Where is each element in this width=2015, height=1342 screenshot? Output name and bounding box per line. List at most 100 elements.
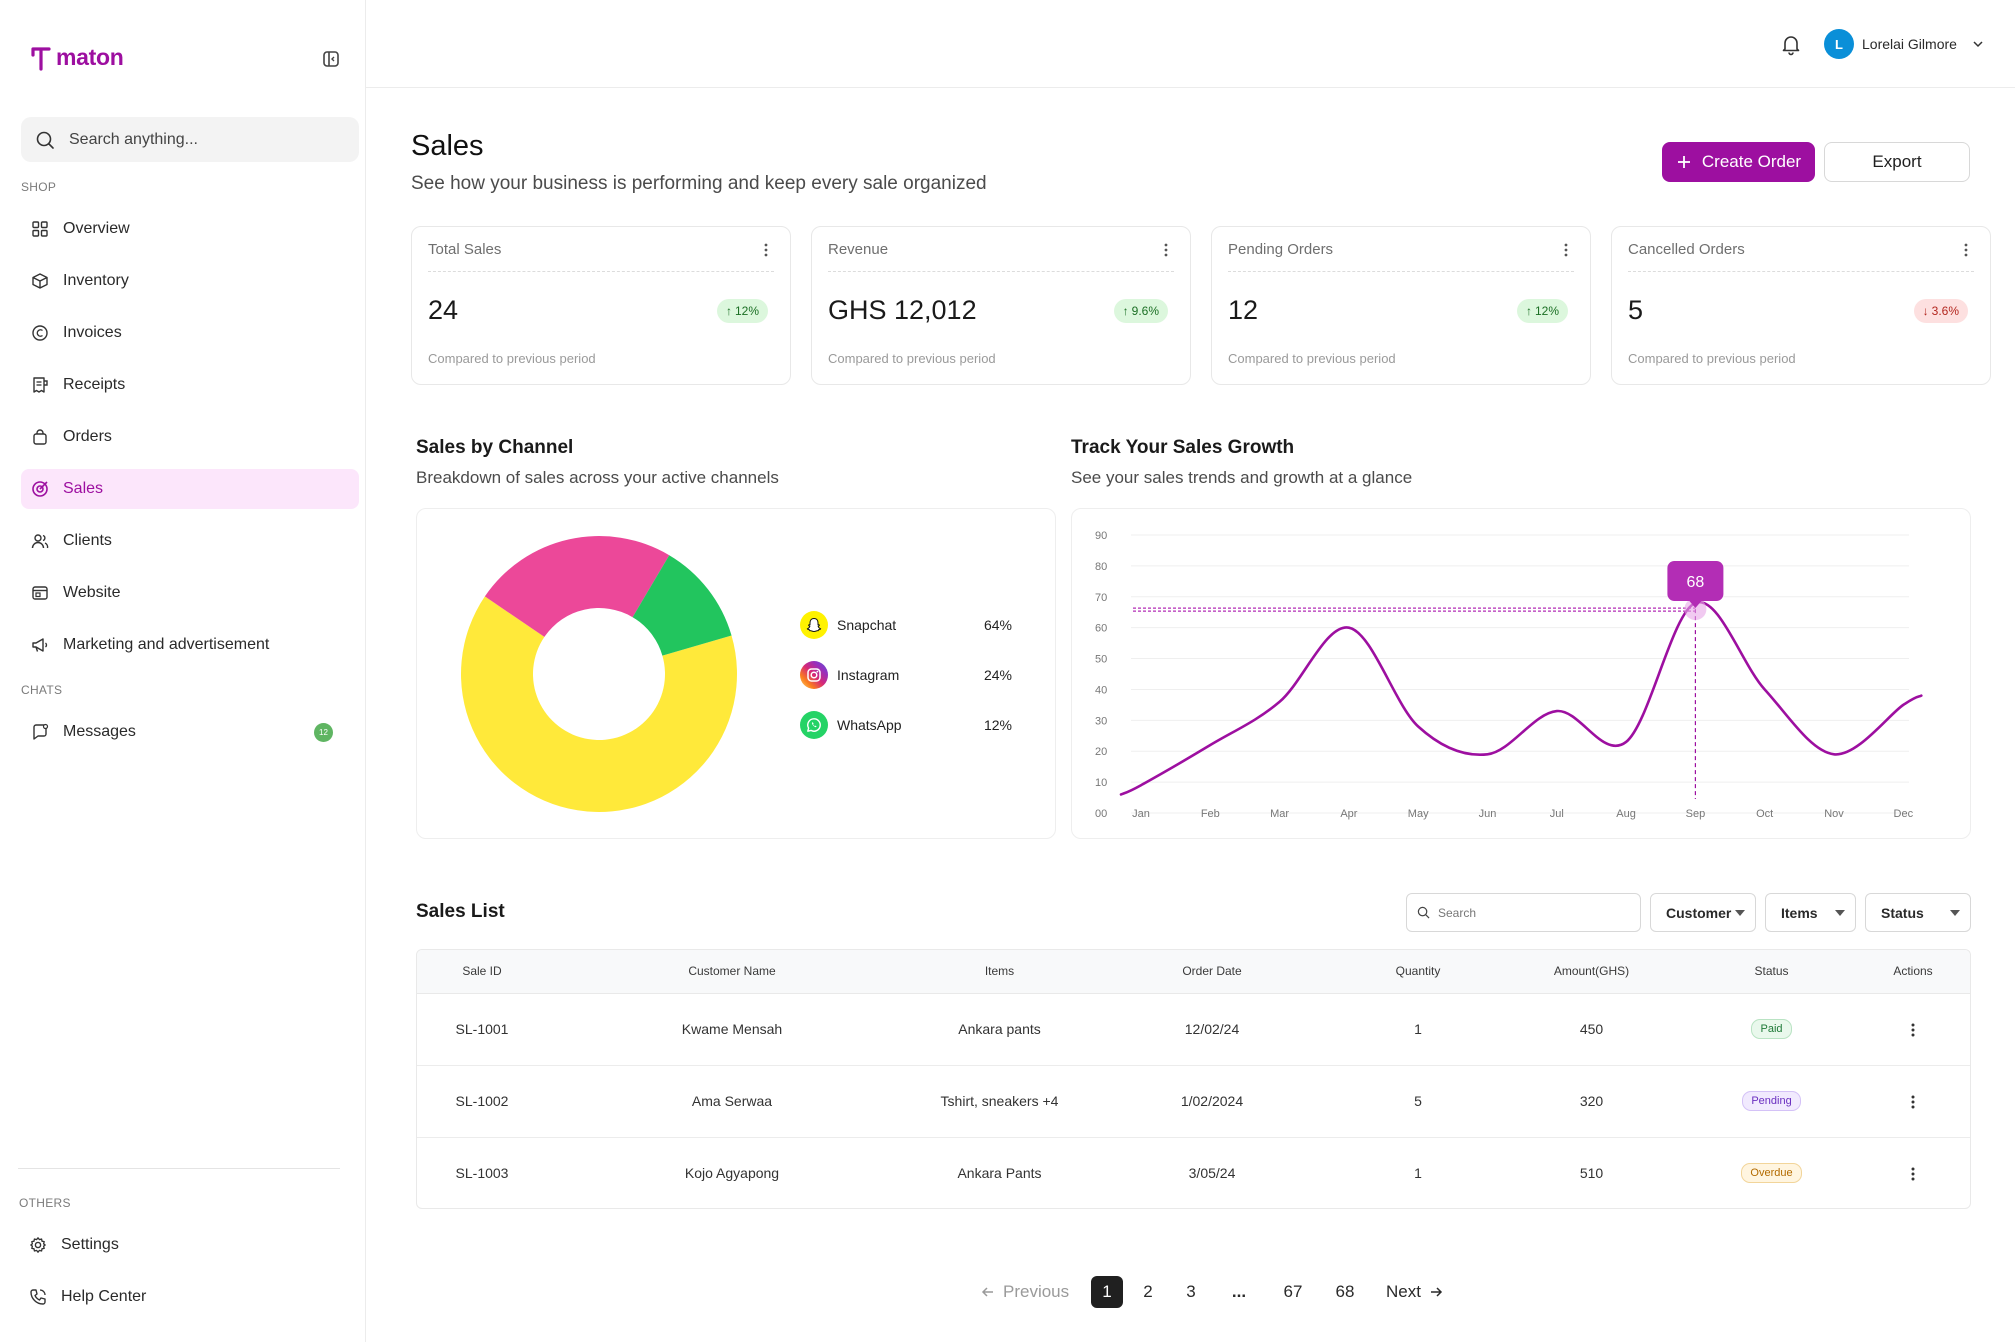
stat-note: Compared to previous period xyxy=(828,351,996,366)
stat-change-value: 12% xyxy=(1534,304,1559,318)
legend-item-instagram: Instagram 24% xyxy=(800,660,1012,690)
legend-percent: 12% xyxy=(983,717,1012,733)
donut-slice-snapchat[interactable] xyxy=(461,596,737,812)
sidebar-item-messages[interactable]: Messages 12 xyxy=(21,712,359,752)
sidebar-item-settings[interactable]: Settings xyxy=(19,1225,357,1265)
status-badge: Paid xyxy=(1751,1019,1792,1039)
column-header[interactable]: Items xyxy=(917,950,1082,994)
x-tick-label: Aug xyxy=(1616,808,1636,820)
page-button-68[interactable]: 68 xyxy=(1335,1282,1355,1301)
column-header[interactable]: Status xyxy=(1689,950,1854,994)
page-button-2[interactable]: 2 xyxy=(1143,1282,1153,1301)
donut-slice-whatsapp[interactable] xyxy=(632,555,732,656)
grid-icon xyxy=(32,221,48,237)
filter-label: Customer xyxy=(1666,904,1732,921)
sidebar-item-help-center[interactable]: Help Center xyxy=(19,1277,357,1317)
caret-down-icon xyxy=(1735,909,1745,916)
donut-slice-instagram[interactable] xyxy=(484,536,670,637)
more-vertical-icon[interactable] xyxy=(1905,1166,1921,1182)
channels-donut-chart xyxy=(461,536,737,812)
arrow-up-icon: ↑ xyxy=(725,304,732,318)
channels-subtitle: Breakdown of sales across your active ch… xyxy=(416,468,779,487)
sidebar-item-orders[interactable]: Orders xyxy=(21,417,359,457)
items-filter-dropdown[interactable]: Items xyxy=(1765,893,1856,932)
more-vertical-icon[interactable] xyxy=(1558,242,1574,258)
messages-count-badge: 12 xyxy=(314,723,333,742)
column-header[interactable]: Customer Name xyxy=(547,950,917,994)
customer-filter-dropdown[interactable]: Customer xyxy=(1650,893,1756,932)
y-tick-label: 80 xyxy=(1095,561,1107,573)
stat-label: Pending Orders xyxy=(1228,241,1334,258)
sales-list-search-input[interactable] xyxy=(1438,905,1628,920)
previous-page-button[interactable]: Previous xyxy=(981,1276,1069,1308)
page-button-3[interactable]: 3 xyxy=(1186,1282,1196,1301)
x-tick-label: Mar xyxy=(1270,808,1289,820)
table-row[interactable]: SL-1003 Kojo Agyapong Ankara Pants 3/05/… xyxy=(417,1137,1970,1208)
column-header: Actions xyxy=(1854,950,1970,994)
more-vertical-icon[interactable] xyxy=(1905,1022,1921,1038)
stat-value: 5 xyxy=(1628,295,1644,325)
column-header[interactable]: Order Date xyxy=(1082,950,1342,994)
stat-card-revenue: Revenue GHS 12,012 ↑ 9.6% Compared to pre… xyxy=(811,226,1191,385)
status-badge: Overdue xyxy=(1741,1163,1802,1184)
y-tick-label: 40 xyxy=(1095,684,1107,696)
more-vertical-icon[interactable] xyxy=(1905,1094,1921,1110)
status-badge: Pending xyxy=(1742,1091,1801,1111)
brand-logo[interactable]: maton xyxy=(30,44,124,71)
table-row[interactable]: SL-1002 Ama Serwaa Tshirt, sneakers +4 1… xyxy=(417,1065,1970,1137)
stat-change-badge: ↑ 12% xyxy=(716,299,768,323)
next-page-button[interactable]: Next xyxy=(1386,1276,1443,1308)
sidebar-item-marketing[interactable]: Marketing and advertisement xyxy=(21,625,359,665)
sidebar-item-website[interactable]: Website xyxy=(21,573,359,613)
page-button-1[interactable]: 1 xyxy=(1091,1276,1123,1308)
y-tick-label: 90 xyxy=(1095,530,1107,542)
sidebar-item-invoices[interactable]: Invoices xyxy=(21,313,359,353)
sidebar-search-input[interactable] xyxy=(69,130,329,149)
sidebar-item-clients[interactable]: Clients xyxy=(21,521,359,561)
column-header[interactable]: Sale ID xyxy=(417,950,547,994)
sidebar-collapse-icon[interactable] xyxy=(322,50,340,68)
x-tick-label: Apr xyxy=(1340,808,1357,820)
create-order-button[interactable]: Create Order xyxy=(1662,142,1815,182)
sidebar-item-receipts[interactable]: Receipts xyxy=(21,365,359,405)
sale-id: SL-1002 xyxy=(455,1093,509,1109)
column-header[interactable]: Amount(GHS) xyxy=(1494,950,1689,994)
column-header[interactable]: Quantity xyxy=(1342,950,1494,994)
megaphone-icon xyxy=(32,638,48,652)
stat-note: Compared to previous period xyxy=(1228,351,1396,366)
bell-icon[interactable] xyxy=(1779,32,1803,56)
sidebar-item-label: Help Center xyxy=(61,1288,147,1305)
more-vertical-icon[interactable] xyxy=(1958,242,1974,258)
status-filter-dropdown[interactable]: Status xyxy=(1865,893,1971,932)
customer-name: Ama Serwaa xyxy=(691,1093,773,1109)
y-tick-label: 10 xyxy=(1095,777,1107,789)
previous-label: Previous xyxy=(1003,1282,1070,1301)
sidebar-item-sales[interactable]: Sales xyxy=(21,469,359,509)
more-vertical-icon[interactable] xyxy=(1158,242,1174,258)
sidebar-item-overview[interactable]: Overview xyxy=(21,209,359,249)
whatsapp-icon xyxy=(800,711,828,739)
table-row[interactable]: SL-1001 Kwame Mensah Ankara pants 12/02/… xyxy=(417,993,1970,1065)
sidebar-item-label: Website xyxy=(63,584,121,601)
section-label-shop: SHOP xyxy=(21,180,57,194)
x-tick-label: Feb xyxy=(1201,808,1220,820)
sales-table: Sale ID Customer Name Items Order Date Q… xyxy=(416,949,1971,1209)
sidebar-item-inventory[interactable]: Inventory xyxy=(21,261,359,301)
export-button[interactable]: Export xyxy=(1824,142,1970,182)
caret-down-icon xyxy=(1835,909,1845,916)
channels-title: Sales by Channel xyxy=(416,437,574,458)
y-tick-label: 30 xyxy=(1095,715,1107,727)
plus-icon xyxy=(1677,156,1690,168)
highlight-point[interactable] xyxy=(1684,598,1707,621)
stat-card-cancelled-orders: Cancelled Orders 5 ↓ 3.6% Compared to pre… xyxy=(1611,226,1991,385)
more-vertical-icon[interactable] xyxy=(758,242,774,258)
brand-name: maton xyxy=(56,44,124,70)
sales-list-search xyxy=(1406,893,1641,932)
order-date: 3/05/24 xyxy=(1188,1165,1236,1182)
page-button-67[interactable]: 67 xyxy=(1283,1282,1303,1301)
customer-name: Kwame Mensah xyxy=(681,1021,783,1037)
page-title: Sales xyxy=(411,130,484,162)
stat-divider xyxy=(1228,271,1574,272)
user-menu[interactable]: L Lorelai Gilmore xyxy=(1824,29,1985,59)
box-icon xyxy=(32,273,48,289)
